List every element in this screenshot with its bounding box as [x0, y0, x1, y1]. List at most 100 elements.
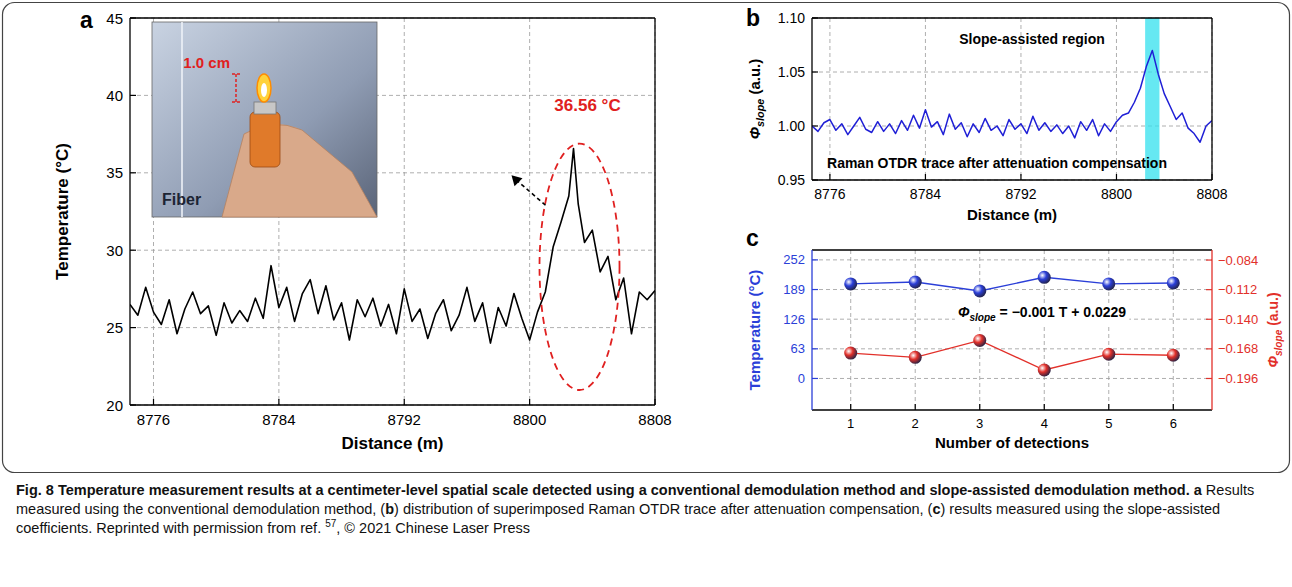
figure: 877687848792880088082025303540451.0 cmFi… — [0, 0, 1292, 478]
grid-line — [130, 250, 655, 251]
tick — [1206, 319, 1212, 320]
caption-run: b — [385, 501, 394, 517]
hand — [222, 124, 377, 217]
series-point — [1102, 348, 1115, 361]
temperature-line — [130, 149, 655, 343]
inset-photo: 1.0 cm Fiber — [152, 22, 377, 217]
y-tick-label: 63 — [791, 341, 805, 356]
label-patch — [955, 303, 1129, 324]
lighter — [250, 112, 280, 167]
y-axis-title: Φslope (a.u.) — [746, 59, 766, 140]
y-tick-label: 40 — [106, 87, 123, 104]
tick — [278, 399, 279, 405]
y-tick-label: 30 — [106, 242, 123, 259]
tick — [925, 174, 926, 180]
flame-core — [261, 83, 267, 97]
grid-line — [404, 18, 405, 405]
grid-line — [130, 18, 655, 19]
series-point — [1102, 277, 1115, 290]
x-tick-label: 1 — [847, 416, 854, 431]
grid-line — [812, 18, 1212, 19]
caption-run: 57 — [325, 518, 336, 529]
inset-fiber-label: Fiber — [162, 191, 201, 208]
series-line — [851, 277, 1174, 291]
grid-line — [812, 180, 1212, 181]
x-tick-label: 8800 — [513, 411, 546, 428]
caption: Fig. 8 Temperature measurement results a… — [16, 481, 1274, 538]
y2-tick-label: −0.168 — [1218, 341, 1258, 356]
x-axis-title: Number of detections — [935, 434, 1089, 451]
caption-run: Fig. 8 Temperature measurement results a… — [16, 482, 1194, 498]
x-axis-title: Distance (m) — [967, 206, 1057, 223]
raman-trace — [812, 50, 1212, 142]
frame-right — [1211, 18, 1212, 180]
panel-1: 877687848792880088080.951.001.051.10Slop… — [746, 5, 1228, 223]
y2-tick-label: −0.196 — [1218, 371, 1258, 386]
tick — [812, 319, 818, 320]
panel-label: b — [746, 5, 760, 31]
tick — [130, 172, 136, 173]
tick — [130, 327, 136, 328]
frame-top — [130, 17, 655, 18]
grid-line — [130, 405, 655, 406]
flame — [257, 74, 271, 102]
tick — [529, 399, 530, 405]
frame-left — [811, 18, 812, 180]
plot-area — [844, 271, 1180, 377]
peak-label: 36.56 °C — [554, 96, 620, 115]
tick — [1206, 348, 1212, 349]
y-tick-label: 25 — [106, 319, 123, 336]
y-tick-label: 35 — [106, 164, 123, 181]
y2-axis-title: Φslope (a.u.) — [1265, 292, 1284, 367]
x-tick-label: 5 — [1105, 416, 1112, 431]
label-rest: = −0.001 T + 0.0229 — [996, 304, 1127, 320]
frame-right — [1211, 250, 1212, 410]
frame-top — [812, 17, 1212, 18]
series-point — [1167, 349, 1180, 362]
fiber — [181, 22, 183, 217]
tick — [1206, 289, 1212, 290]
series-point — [973, 334, 986, 347]
frame-left — [811, 250, 812, 410]
x-tick-label: 8792 — [1005, 186, 1036, 202]
panel-label: a — [80, 7, 93, 33]
series-point — [1038, 271, 1051, 284]
tick — [915, 404, 916, 410]
y-axis-title: Temperature (°C) — [53, 143, 72, 280]
frame-bottom — [812, 409, 1212, 410]
x-tick-label: 8808 — [638, 411, 671, 428]
grid-line — [812, 348, 1212, 349]
caption-run: ) distribution of superimposed Raman OTD… — [394, 501, 932, 517]
frame-top — [812, 249, 1212, 250]
grid-line — [812, 289, 1212, 290]
inset-background — [152, 22, 377, 217]
grid — [812, 18, 1212, 180]
symbol: Φ — [958, 304, 970, 320]
lighter-head — [254, 102, 276, 114]
x-tick-label: 8784 — [262, 411, 295, 428]
tick — [850, 404, 851, 410]
x-tick-label: 6 — [1170, 416, 1177, 431]
tick — [1044, 404, 1045, 410]
annotation: Slope-assisted region — [959, 31, 1104, 47]
x-tick-label: 8784 — [910, 186, 941, 202]
grid-line — [529, 18, 530, 405]
y-tick-label: 0 — [798, 371, 805, 386]
tick — [812, 348, 818, 349]
y-tick-label: 1.05 — [778, 64, 805, 80]
x-tick-label: 8776 — [137, 411, 170, 428]
subscript: slope — [969, 312, 996, 323]
x-tick-label: 8776 — [814, 186, 845, 202]
subscript: slope — [1273, 329, 1284, 356]
tick — [404, 399, 405, 405]
frame-right — [654, 18, 655, 405]
series-point — [1038, 364, 1051, 377]
series-line — [851, 340, 1174, 370]
y-tick-label: 20 — [106, 397, 123, 414]
equation: Φslope = −0.001 T + 0.0229 — [958, 304, 1126, 323]
panel-2: 123456063126189252−0.196−0.168−0.140−0.1… — [746, 225, 1284, 451]
frame-left — [129, 18, 130, 405]
tick — [1108, 404, 1109, 410]
x-tick-label: 8792 — [388, 411, 421, 428]
inset-scale-label: 1.0 cm — [183, 54, 230, 71]
